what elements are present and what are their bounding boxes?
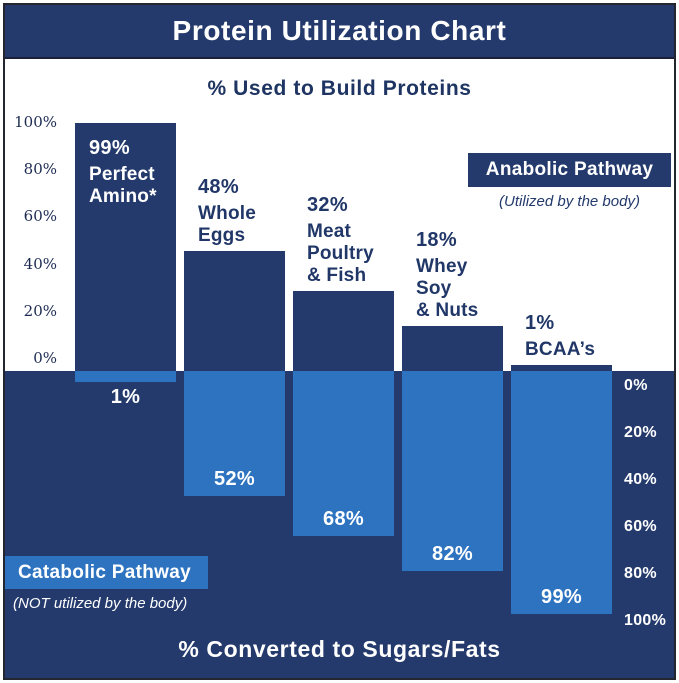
category-line-2-2: & Fish — [307, 265, 367, 286]
anabolic-bar-2 — [293, 291, 394, 371]
category-label-1: 48% Whole Eggs — [198, 175, 256, 247]
anabolic-bar-1 — [184, 251, 285, 371]
left-axis-label-20: 20% — [23, 302, 57, 320]
right-axis-label-80: 80% — [624, 565, 657, 582]
category-line-0-0: Perfect — [89, 164, 155, 185]
category-label-2: 32% Meat Poultry & Fish — [307, 193, 374, 287]
category-line-3-2: & Nuts — [416, 300, 479, 321]
catabolic-bar-3 — [402, 371, 503, 571]
right-axis-label-100: 100% — [624, 612, 667, 629]
catabolic-bar-1 — [184, 371, 285, 496]
anabolic-value-label-1: 48% — [198, 176, 239, 198]
anabolic-value-label-4: 1% — [525, 312, 555, 334]
left-axis-label-60: 60% — [23, 207, 57, 225]
category-line-0-1: Amino* — [89, 186, 157, 207]
catabolic-value-label-1: 52% — [214, 468, 255, 490]
anabolic-value-label-3: 18% — [416, 229, 457, 251]
chart-title: Protein Utilization Chart — [172, 15, 507, 46]
right-axis-label-20: 20% — [624, 424, 657, 441]
chart-header: Protein Utilization Chart — [5, 5, 674, 59]
anabolic-bar-4 — [511, 365, 612, 371]
catabolic-value-label-4: 99% — [541, 586, 582, 608]
anabolic-pathway-description: (Utilized by the body) — [499, 193, 640, 210]
catabolic-pathway-description: (NOT utilized by the body) — [13, 595, 188, 612]
category-line-1-0: Whole — [198, 203, 256, 224]
right-axis-label-40: 40% — [624, 471, 657, 488]
right-axis-label-60: 60% — [624, 518, 657, 535]
anabolic-pathway-label: Anabolic Pathway — [485, 159, 654, 180]
category-label-3: 18% Whey Soy & Nuts — [416, 228, 478, 322]
category-label-4: 1% BCAA’s — [525, 311, 595, 361]
anabolic-value-label-0: 99% — [89, 137, 130, 159]
category-line-3-0: Whey — [416, 256, 468, 277]
category-line-2-0: Meat — [307, 221, 352, 242]
catabolic-value-label-3: 82% — [432, 543, 473, 565]
catabolic-bar-4 — [511, 371, 612, 614]
right-axis-label-0: 0% — [624, 377, 648, 394]
category-line-3-1: Soy — [416, 278, 452, 299]
catabolic-bar-2 — [293, 371, 394, 536]
catabolic-bar-0 — [75, 371, 176, 382]
catabolic-value-label-0: 1% — [110, 386, 141, 408]
top-axis-title: % Used to Build Proteins — [207, 77, 472, 100]
left-axis-label-40: 40% — [23, 255, 57, 273]
anabolic-value-label-2: 32% — [307, 194, 348, 216]
category-label-0: 99% Perfect Amino* — [89, 136, 157, 208]
left-axis-label-100: 100% — [14, 113, 57, 131]
anabolic-pathway-legend: Anabolic Pathway — [468, 153, 671, 187]
catabolic-pathway-legend: Catabolic Pathway — [5, 556, 208, 589]
anabolic-bar-3 — [402, 326, 503, 371]
category-line-1-1: Eggs — [198, 225, 246, 246]
left-axis-label-0: 0% — [33, 349, 57, 367]
catabolic-pathway-label: Catabolic Pathway — [18, 561, 191, 583]
catabolic-value-label-2: 68% — [323, 508, 364, 530]
anabolic-bar-0 — [75, 123, 176, 371]
left-axis-label-80: 80% — [23, 160, 57, 178]
category-line-2-1: Poultry — [307, 243, 374, 264]
category-line-4-0: BCAA’s — [525, 339, 596, 360]
bottom-axis-title: % Converted to Sugars/Fats — [178, 636, 501, 662]
